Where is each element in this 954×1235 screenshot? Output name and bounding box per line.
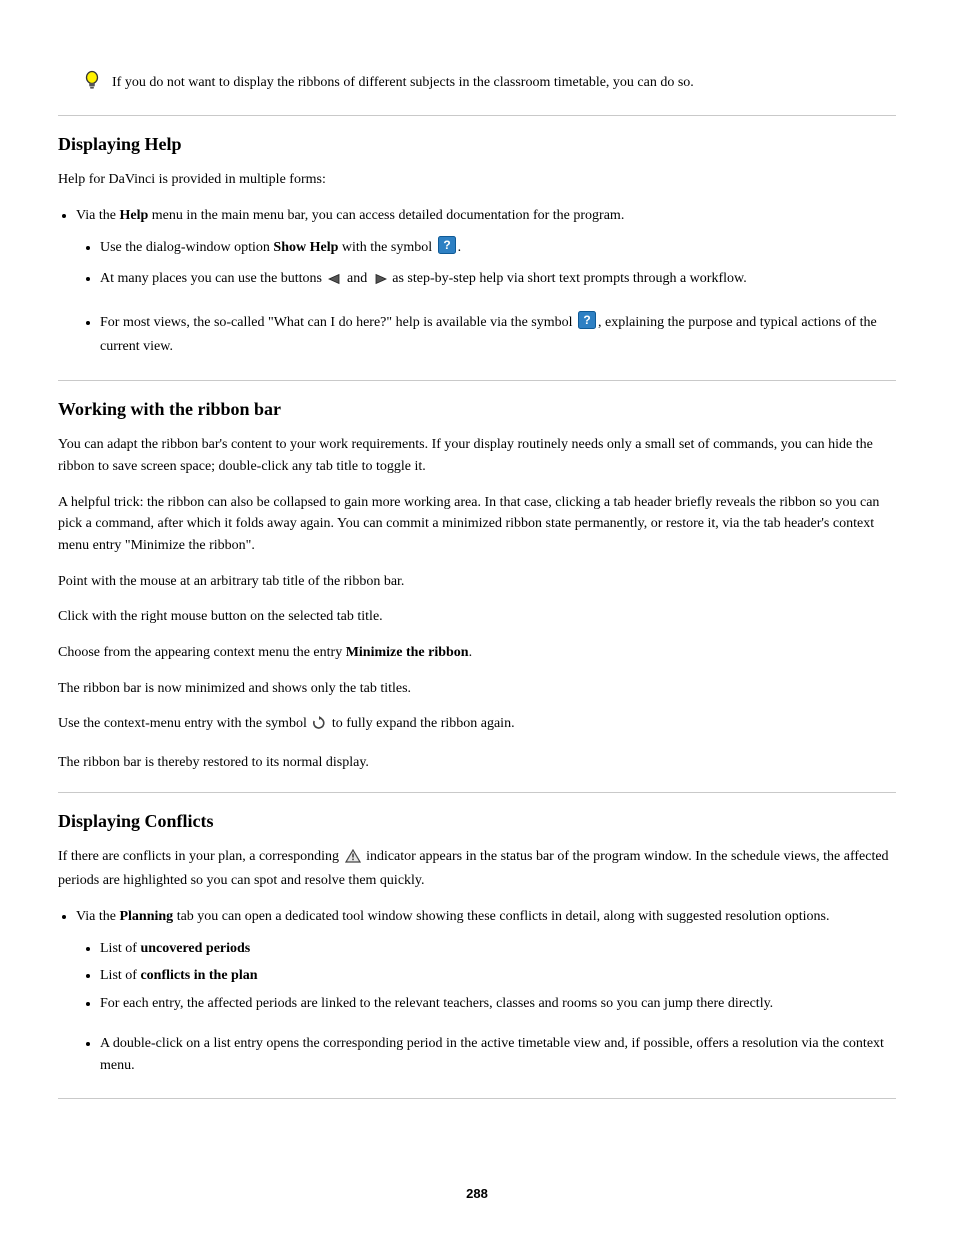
refresh-icon <box>312 716 326 738</box>
ribbon-step4: Use the context-menu entry with the symb… <box>58 713 896 738</box>
help-sub-item: Use the dialog-window option Show Help w… <box>100 236 896 262</box>
help-list: Via the Help menu in the main menu bar, … <box>58 205 896 358</box>
svg-text:?: ? <box>443 238 450 252</box>
page-number: 288 <box>0 1186 954 1201</box>
conflicts-sub-item: List of uncovered periods <box>100 938 896 960</box>
ribbon-p2: A helpful trick: the ribbon can also be … <box>58 492 896 557</box>
help-sub-item: For most views, the so-called "What can … <box>100 311 896 358</box>
help-list-item: Via the Help menu in the main menu bar, … <box>76 205 896 358</box>
separator <box>58 380 896 381</box>
ribbon-step2: Click with the right mouse button on the… <box>58 606 896 628</box>
separator <box>58 115 896 116</box>
ribbon-trail2: The ribbon bar is thereby restored to it… <box>58 752 896 774</box>
conflicts-sub-item: List of conflicts in the plan <box>100 965 896 987</box>
svg-text:?: ? <box>583 313 590 327</box>
warning-icon <box>345 849 361 871</box>
conflicts-sublist: List of uncovered periods List of confli… <box>76 938 896 1076</box>
section-title-help: Displaying Help <box>58 134 896 155</box>
section-title-conflicts: Displaying Conflicts <box>58 811 896 832</box>
tip-block: If you do not want to display the ribbon… <box>58 70 896 97</box>
page-content: If you do not want to display the ribbon… <box>58 70 896 1099</box>
help-sublist: Use the dialog-window option Show Help w… <box>76 236 896 358</box>
tip-text: If you do not want to display the ribbon… <box>112 70 694 93</box>
conflicts-list: Via the Planning tab you can open a dedi… <box>58 906 896 1076</box>
ribbon-step3: Choose from the appearing context menu t… <box>58 642 896 664</box>
arrow-left-icon <box>328 271 342 293</box>
conflicts-sub-item: For each entry, the affected periods are… <box>100 993 896 1015</box>
lightbulb-icon <box>84 70 100 97</box>
help-icon: ? <box>438 236 456 262</box>
separator <box>58 1098 896 1099</box>
conflicts-p1: If there are conflicts in your plan, a c… <box>58 846 896 892</box>
help-icon: ? <box>578 311 596 337</box>
ribbon-trail: The ribbon bar is now minimized and show… <box>58 678 896 700</box>
section-title-ribbon: Working with the ribbon bar <box>58 399 896 420</box>
separator <box>58 792 896 793</box>
conflicts-list-item: Via the Planning tab you can open a dedi… <box>76 906 896 1076</box>
page: If you do not want to display the ribbon… <box>0 0 954 1235</box>
ribbon-step1: Point with the mouse at an arbitrary tab… <box>58 571 896 593</box>
ribbon-p1: You can adapt the ribbon bar's content t… <box>58 434 896 477</box>
conflicts-sub-item: A double-click on a list entry opens the… <box>100 1033 896 1076</box>
arrow-right-icon <box>373 271 387 293</box>
help-sub-item: At many places you can use the buttons a… <box>100 268 896 293</box>
section-lead-help: Help for DaVinci is provided in multiple… <box>58 169 896 191</box>
